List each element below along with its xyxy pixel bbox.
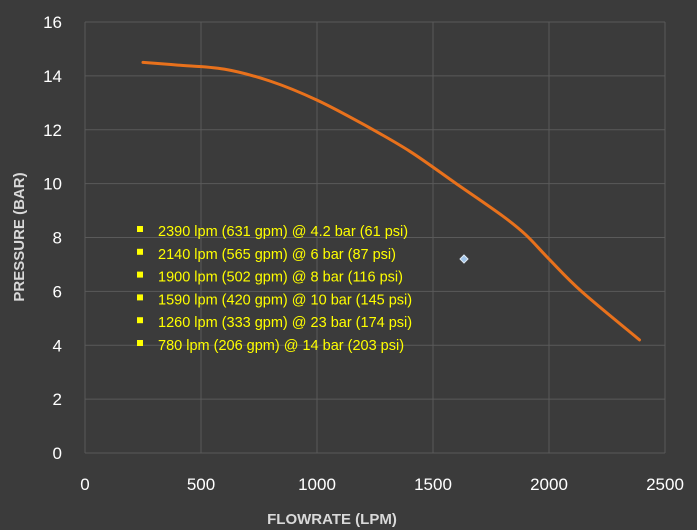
x-tick-label: 2500 — [646, 475, 684, 494]
x-axis-title: FLOWRATE (LPM) — [267, 511, 397, 528]
annotation-item: 1260 lpm (333 gpm) @ 23 bar (174 psi) — [158, 315, 412, 331]
annotation-bullet — [137, 340, 143, 346]
y-tick-label: 12 — [43, 121, 62, 140]
annotation-bullet — [137, 271, 143, 278]
x-tick-label: 1000 — [298, 475, 336, 494]
y-axis-title: PRESSURE (BAR) — [11, 172, 28, 301]
annotation-bullet — [137, 317, 143, 324]
x-tick-label: 1500 — [414, 475, 452, 494]
annotation-item: 780 lpm (206 gpm) @ 14 bar (203 psi) — [158, 338, 404, 354]
x-tick-label: 2000 — [530, 475, 568, 494]
annotation-item: 1900 lpm (502 gpm) @ 8 bar (116 psi) — [158, 270, 403, 286]
pressure-curve-line — [141, 60, 641, 342]
y-tick-label: 4 — [53, 336, 62, 355]
x-tick-label: 0 — [80, 475, 89, 494]
annotation-list: 2390 lpm (631 gpm) @ 4.2 bar (61 psi) 214… — [137, 224, 469, 354]
annotation-bullet — [137, 248, 143, 255]
y-tick-label: 8 — [53, 229, 62, 248]
annotation-item: 2390 lpm (631 gpm) @ 4.2 bar (61 psi) — [158, 224, 408, 240]
y-tick-label: 0 — [53, 444, 62, 463]
annotation-bullet — [137, 226, 143, 232]
y-tick-label: 2 — [53, 390, 62, 409]
tick-labels: 0 2 4 6 8 10 12 14 16 0 500 1000 1500 2000 2500 — [43, 13, 684, 494]
x-tick-label: 500 — [187, 475, 215, 494]
y-tick-label: 10 — [43, 175, 62, 194]
annotation-item: 2140 lpm (565 gpm) @ 6 bar (87 psi) — [158, 247, 396, 263]
y-tick-label: 14 — [43, 67, 62, 86]
annotation-item: 1590 lpm (420 gpm) @ 10 bar (145 psi) — [158, 292, 412, 308]
gridlines — [84, 21, 666, 454]
y-tick-label: 16 — [43, 13, 62, 32]
annotation-bullet — [137, 294, 143, 301]
series-lines — [141, 60, 641, 342]
diamond-handle-icon[interactable] — [459, 254, 469, 264]
y-tick-label: 6 — [53, 282, 62, 301]
